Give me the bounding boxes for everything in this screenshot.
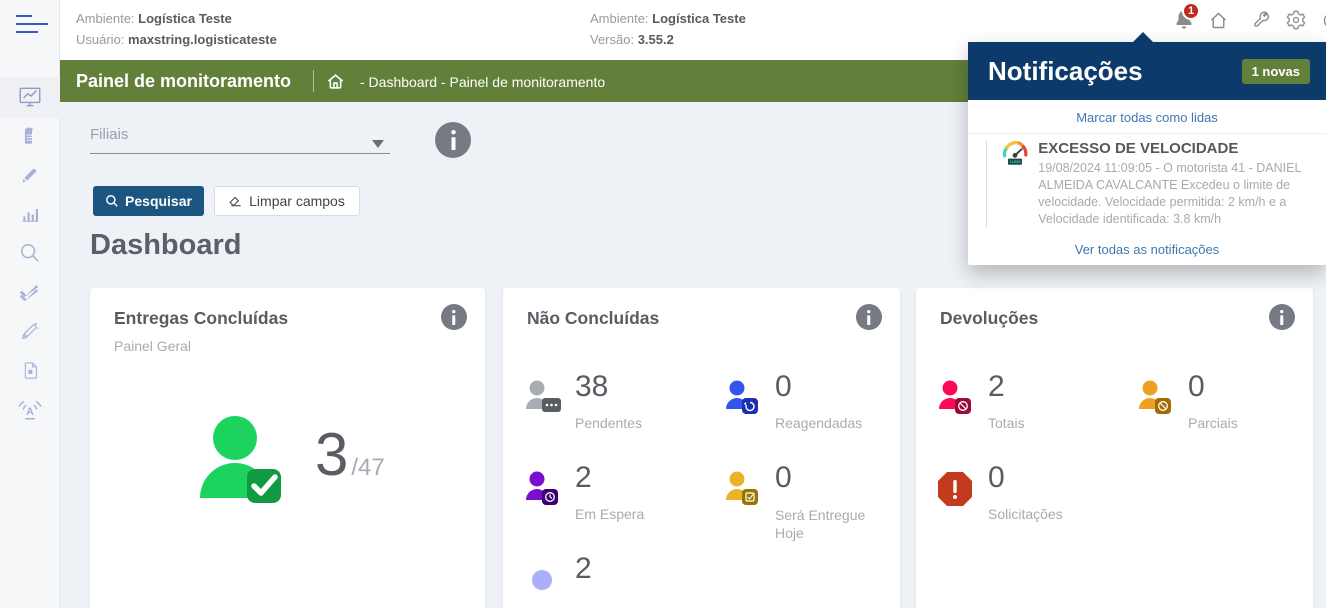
svg-text:11008: 11008 bbox=[1010, 161, 1021, 165]
svg-text:A: A bbox=[26, 406, 34, 418]
